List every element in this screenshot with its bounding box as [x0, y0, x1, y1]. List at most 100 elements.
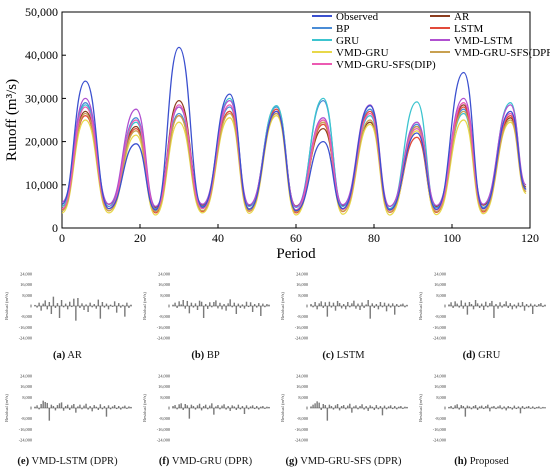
residual-bar	[383, 302, 386, 306]
residual-bar	[493, 306, 495, 318]
residual-bar	[476, 408, 479, 410]
residual-bar	[480, 405, 483, 408]
residual-bar	[538, 406, 540, 408]
y-axis-label: Residual (m³/s)	[4, 292, 9, 320]
residual-bar	[385, 408, 388, 410]
residual-bar	[398, 406, 400, 408]
residual-bar	[322, 404, 324, 408]
residual-bar	[464, 302, 467, 306]
residual-bar	[379, 406, 382, 408]
residual-bar	[324, 302, 327, 306]
residual-bar	[178, 301, 180, 306]
y-tick-label: 8,000	[160, 395, 170, 401]
series-line-vmd-gru-sfs-dpr-	[61, 110, 527, 213]
residual-bar	[361, 404, 363, 408]
y-tick-label: 8,000	[22, 293, 32, 299]
residual-bar	[198, 300, 201, 306]
residual-bar	[44, 300, 46, 306]
y-tick-label: 0	[168, 304, 170, 309]
residual-bar	[209, 405, 211, 408]
residual-bar	[542, 306, 544, 308]
y-tick-label: -16,000	[433, 427, 446, 433]
residual-bar	[113, 405, 116, 408]
residual-bar	[505, 408, 507, 411]
y-tick-label: 16,000	[158, 282, 170, 288]
residual-bar	[182, 300, 184, 306]
residual-bar	[231, 405, 233, 408]
residual-bar	[314, 403, 316, 408]
residual-bar	[377, 408, 380, 410]
residual-bar	[120, 408, 122, 410]
residual-bar	[239, 306, 242, 308]
y-tick-label: 16,000	[434, 282, 446, 288]
y-tick-label: -24,000	[19, 336, 32, 342]
residual-bar	[470, 304, 473, 306]
residual-bar	[64, 303, 67, 306]
residual-bar	[71, 405, 73, 408]
residual-bar	[326, 306, 329, 317]
residual-bar	[394, 406, 396, 408]
y-axis-label: Runoff (m³/s)	[4, 79, 20, 161]
legend-label: VMD-GRU-SFS(DPR)	[454, 47, 550, 59]
residual-bar	[460, 405, 462, 408]
residual-bar	[268, 304, 270, 306]
residual-bar	[326, 408, 329, 421]
residual-bar	[489, 303, 491, 306]
residual-bar	[391, 408, 394, 410]
residual-bar	[511, 306, 514, 310]
residual-bar	[258, 303, 260, 306]
caption-text: VMD-GRU (DPR)	[169, 456, 253, 467]
residual-bar	[532, 306, 534, 314]
residual-bar	[207, 306, 209, 309]
residual-chart-e: 24,000 16,000 8,000 0 -8,000 -16,000 -24,000 Re…	[0, 370, 135, 460]
residual-bar	[400, 304, 402, 306]
y-tick-label: 16,000	[20, 282, 32, 288]
residual-bar	[363, 408, 365, 410]
y-tick-label: 8,000	[298, 293, 308, 299]
residual-bar	[243, 306, 246, 309]
y-tick-label: -8,000	[435, 314, 446, 320]
residual-bar	[517, 406, 520, 408]
residual-bar	[202, 406, 205, 408]
residual-bar	[105, 303, 108, 306]
residual-bar	[462, 306, 465, 309]
residual-bar	[196, 306, 199, 310]
residual-bar	[239, 408, 242, 410]
residual-bar	[375, 304, 378, 306]
residual-bar	[260, 306, 262, 316]
y-tick-label: -16,000	[19, 427, 32, 433]
residual-bar	[365, 406, 367, 408]
residual-bar	[213, 408, 215, 415]
caption-text: BP	[204, 350, 220, 361]
caption-a: (a) AR	[0, 350, 135, 361]
legend-label: LSTM	[454, 23, 484, 35]
residual-bar	[229, 408, 231, 411]
residual-bar	[385, 306, 388, 312]
residual-bar	[472, 306, 475, 310]
residual-bar	[174, 302, 176, 306]
y-tick-label: 24,000	[20, 374, 32, 380]
residual-bar	[184, 306, 186, 309]
y-tick-label: 24,000	[296, 272, 308, 278]
residual-bar	[107, 405, 110, 408]
residual-bar	[251, 405, 254, 408]
residual-bar	[476, 303, 479, 306]
residual-bar	[400, 406, 402, 408]
residual-bar	[253, 408, 256, 410]
y-axis-label: Residual (m³/s)	[280, 292, 285, 320]
residual-bar	[229, 299, 231, 306]
residual-bar	[69, 408, 71, 410]
y-tick-label: -16,000	[295, 325, 308, 331]
residual-bar	[52, 406, 55, 408]
caption-letter: (c)	[322, 350, 334, 361]
y-tick-label: 16,000	[296, 282, 308, 288]
y-tick-label: 0	[52, 221, 58, 235]
residual-bar	[107, 306, 110, 310]
residual-bar	[215, 300, 217, 306]
residual-bar	[394, 306, 396, 315]
residual-chart-a: 24,000 16,000 8,000 0 -8,000 -16,000 -24,000 Re…	[0, 268, 135, 358]
residual-bar	[472, 406, 475, 408]
residual-bar	[316, 306, 318, 310]
residual-bar	[534, 408, 536, 410]
residual-bar	[91, 306, 93, 308]
